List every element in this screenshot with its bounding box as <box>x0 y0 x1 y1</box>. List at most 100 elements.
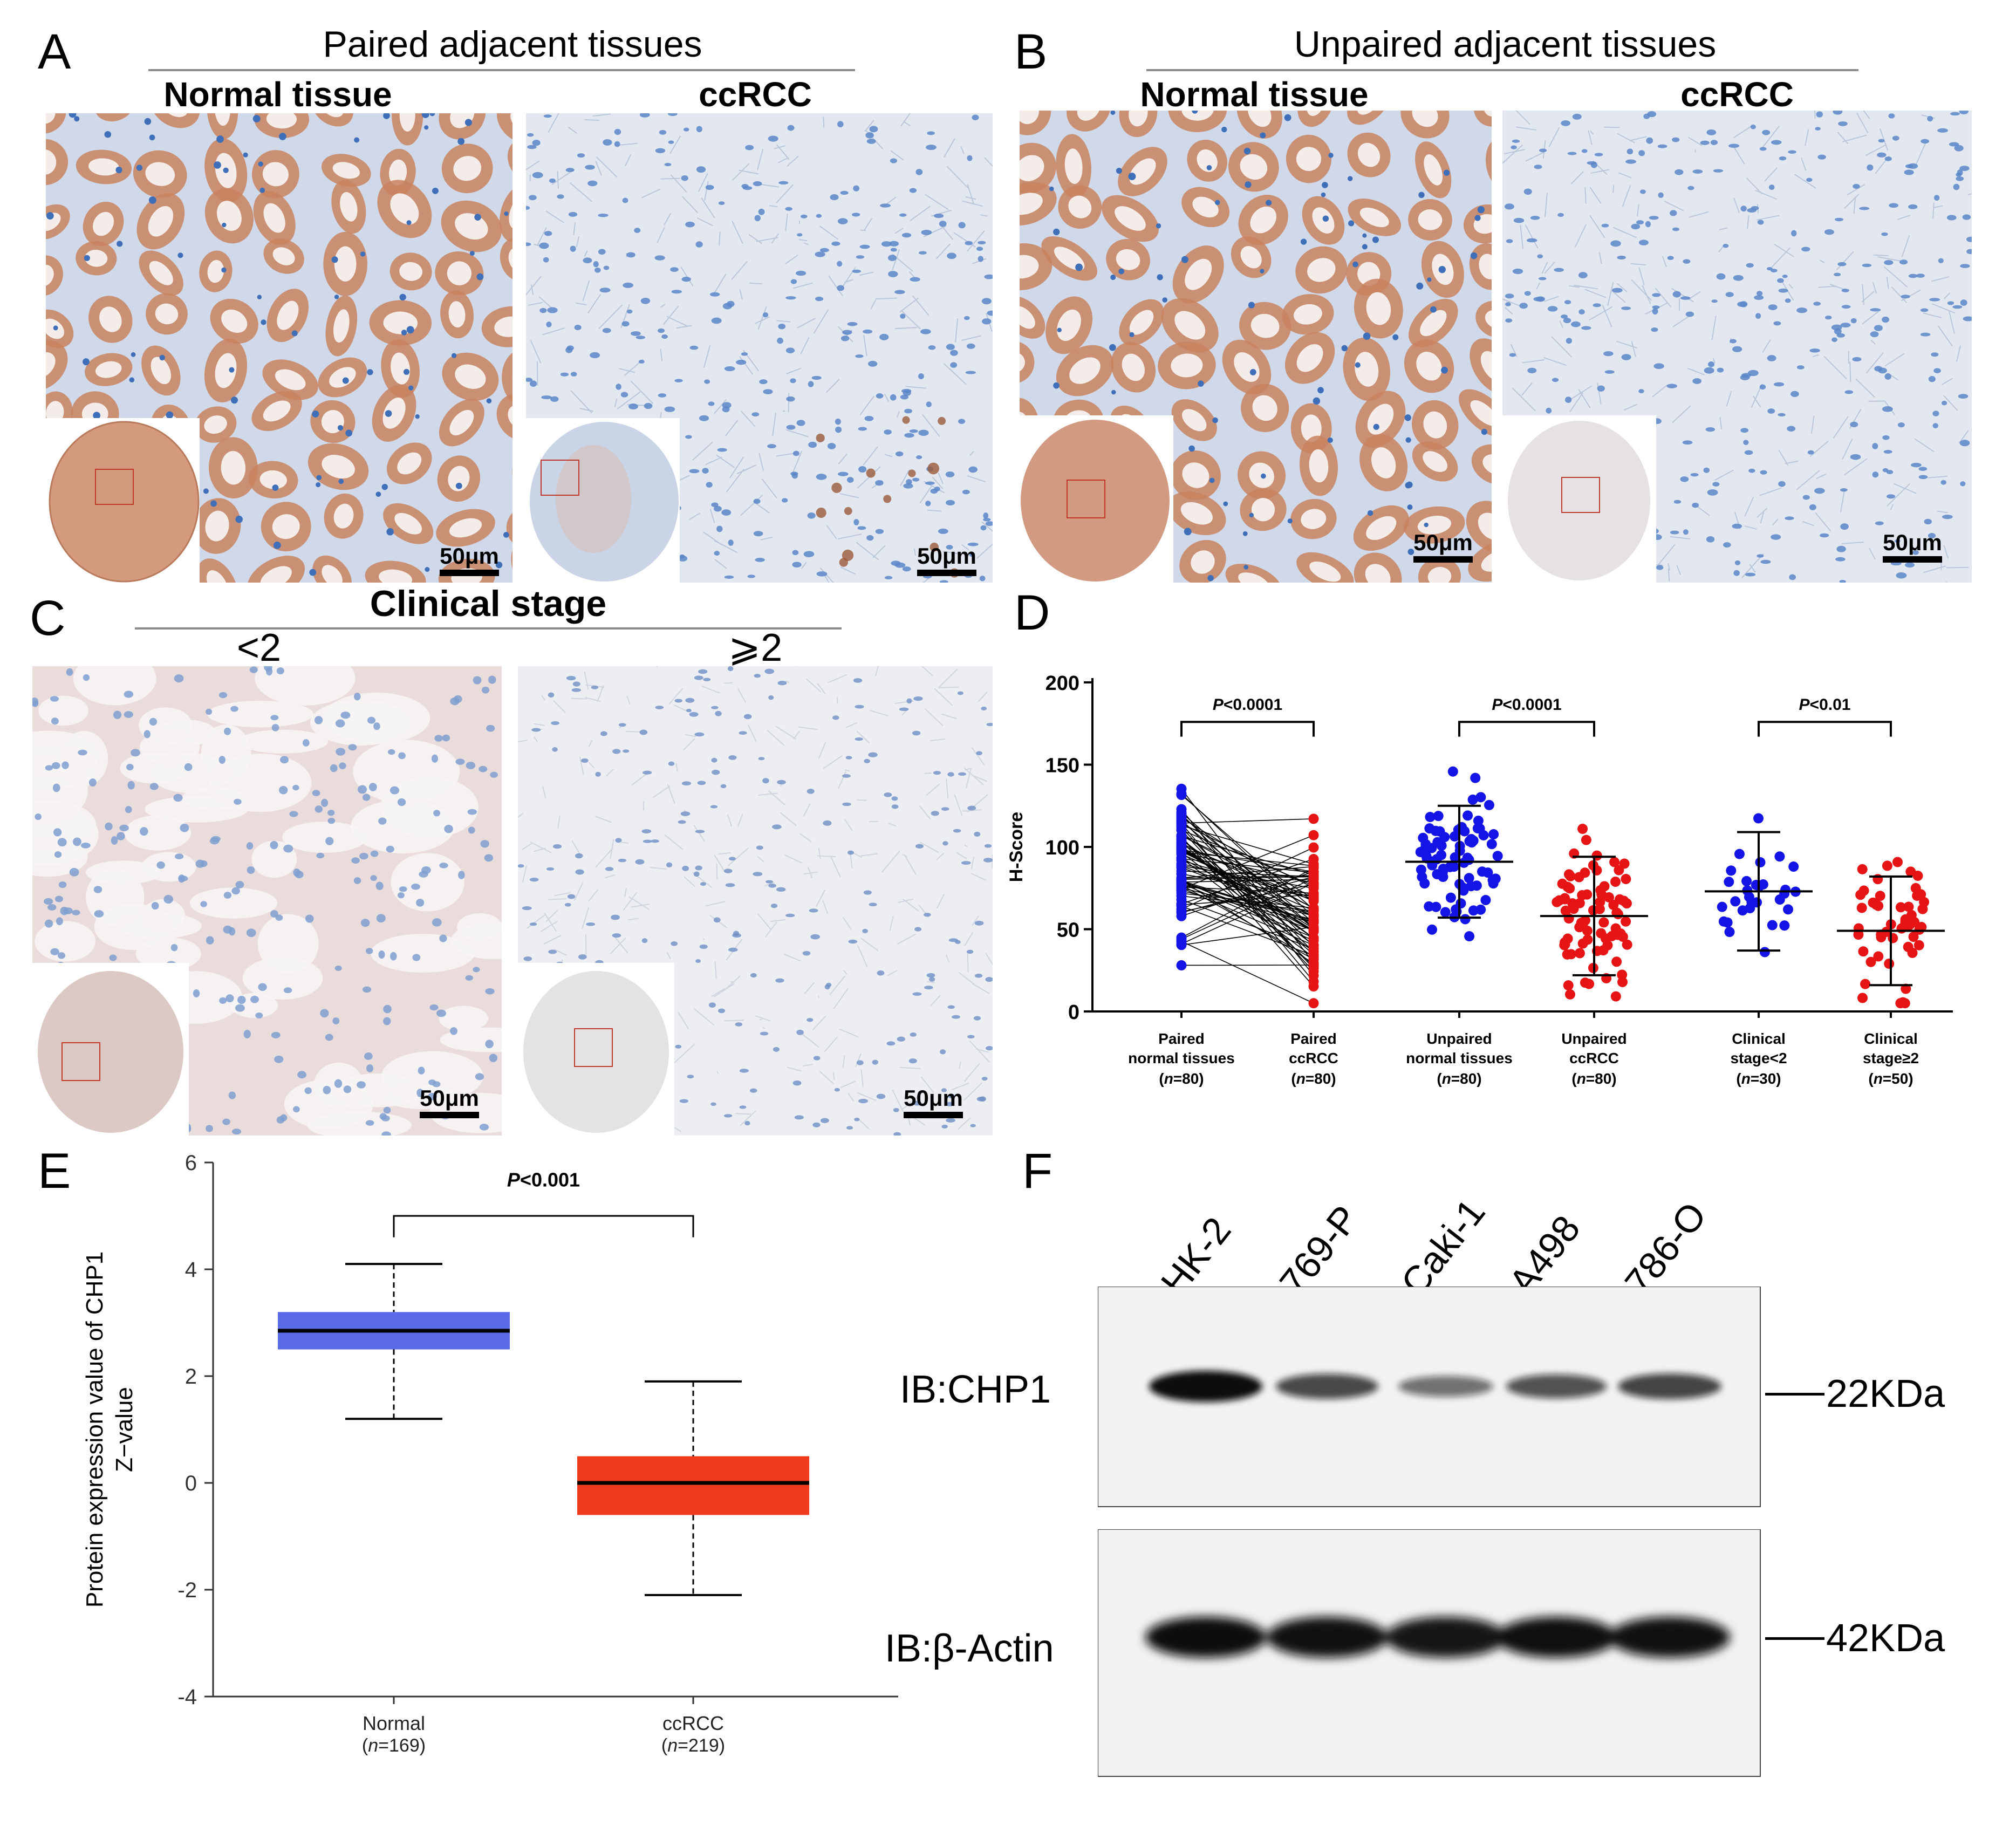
data-point <box>1176 934 1187 945</box>
y-tick-label: 6 <box>185 1151 197 1175</box>
lane-label: Caki-1 <box>1392 1191 1493 1303</box>
data-point <box>1919 897 1930 907</box>
panel-b-divider <box>1146 69 1858 71</box>
data-point <box>1308 976 1319 987</box>
data-point <box>1596 928 1607 939</box>
panel-a-divider <box>148 69 855 71</box>
panel-c-stage-ge2-label: ⩾2 <box>728 626 783 669</box>
data-point <box>1577 823 1588 834</box>
data-point <box>1475 792 1486 803</box>
blot-band <box>1385 1617 1506 1658</box>
data-point <box>1433 811 1444 822</box>
data-point <box>1176 783 1187 794</box>
x-tick-label-line1: Paired <box>1290 1030 1337 1047</box>
x-tick-label-n: (n=80) <box>1291 1070 1336 1087</box>
panel-c-stage-lt2-label: <2 <box>236 626 282 669</box>
data-point <box>1783 904 1794 915</box>
paired-line <box>1181 887 1314 946</box>
data-point <box>1860 979 1871 989</box>
data-point <box>1432 837 1443 847</box>
blot-band <box>1275 1373 1379 1399</box>
significance-label: P<0.0001 <box>1213 696 1282 714</box>
data-point <box>1562 949 1573 960</box>
data-point <box>1608 899 1619 910</box>
data-point <box>1176 847 1187 858</box>
data-point <box>1467 794 1478 805</box>
y-axis-label-line2: Z−value <box>111 1387 138 1472</box>
data-point <box>1480 895 1491 906</box>
data-point <box>1895 902 1906 913</box>
data-point <box>1176 899 1187 910</box>
paired-line <box>1181 809 1314 976</box>
data-point <box>1308 915 1319 926</box>
panel-label-a: A <box>38 24 71 79</box>
data-point <box>1425 812 1436 823</box>
x-tick-label-line1: Unpaired <box>1426 1030 1492 1047</box>
x-tick-label-line2: stage≥2 <box>1863 1050 1919 1066</box>
data-point <box>1492 851 1503 861</box>
paired-line <box>1181 899 1314 949</box>
paired-line <box>1181 941 1314 1004</box>
paired-line <box>1181 793 1314 918</box>
data-point <box>1557 878 1568 889</box>
y-axis-label-line1: Protein expression value of CHP1 <box>81 1251 108 1608</box>
data-point <box>1604 892 1615 902</box>
data-point <box>1912 871 1923 881</box>
chp1-boxplot-chart: -4 -2 0 2 4 6 Protein expression value of CHP1… <box>81 1151 898 1756</box>
data-point <box>1431 901 1441 912</box>
data-point <box>1308 933 1319 943</box>
micrograph-b-normal <box>1020 111 1492 583</box>
data-point <box>1857 993 1868 1003</box>
scale-bar-label: 50μm <box>917 543 976 569</box>
data-point <box>1577 890 1588 901</box>
data-point <box>1752 897 1762 908</box>
panel-c-divider <box>135 627 842 630</box>
data-point <box>1308 842 1319 853</box>
tma-core-inset-b-normal <box>1020 415 1173 583</box>
panel-a-ccrcc-label: ccRCC <box>699 75 812 114</box>
x-tick-label: ccRCC <box>662 1712 724 1734</box>
data-point <box>1745 903 1755 914</box>
data-point <box>1753 813 1764 824</box>
data-point <box>1619 858 1630 869</box>
data-point <box>1755 857 1766 868</box>
data-point <box>1577 938 1588 949</box>
panel-c-header: Clinical stage <box>370 583 607 624</box>
x-tick-label: Normal <box>363 1712 425 1734</box>
scale-bar-label: 50μm <box>420 1085 479 1111</box>
paired-line <box>1181 876 1314 913</box>
data-point <box>1856 902 1867 913</box>
data-point <box>1617 976 1628 987</box>
western-blot-chp1-label: IB:CHP1 <box>900 1368 1051 1411</box>
significance-bracket <box>1758 721 1892 737</box>
paired-line <box>1181 853 1314 911</box>
tma-core-inset-a-ccrcc <box>526 418 680 583</box>
data-point <box>1873 900 1884 911</box>
blot-band <box>1267 1617 1388 1658</box>
marker-42kda: 42KDa <box>1826 1617 1945 1660</box>
data-point <box>1176 807 1187 818</box>
blot-band <box>1609 1617 1730 1658</box>
data-point <box>1906 909 1917 920</box>
significance-label: P<0.001 <box>507 1169 580 1191</box>
data-point <box>1449 831 1460 842</box>
significance-bracket <box>1458 721 1595 737</box>
panel-label-c: C <box>30 591 66 646</box>
scale-bar-b-ccrcc: 50μm <box>1883 531 1942 563</box>
panel-b-header: Unpaired adjacent tissues <box>1294 24 1717 65</box>
panel-a-normal-label: Normal tissue <box>163 75 392 114</box>
x-tick-label-n: (n=50) <box>1868 1070 1913 1087</box>
scale-bar-label: 50μm <box>904 1085 963 1111</box>
data-point <box>1779 920 1790 931</box>
x-tick-label-n: (n=80) <box>1571 1070 1616 1087</box>
data-point <box>1580 915 1591 926</box>
scale-bar-label: 50μm <box>1883 530 1942 555</box>
data-point <box>1463 810 1473 821</box>
scale-bar-label: 50μm <box>1413 530 1473 555</box>
data-point <box>1488 829 1499 840</box>
y-tick-label: 100 <box>1045 837 1079 859</box>
data-point <box>1308 878 1319 888</box>
data-point <box>1610 923 1621 934</box>
data-point <box>1892 857 1903 867</box>
tma-core-inset-c-stage-ge2 <box>518 963 674 1136</box>
